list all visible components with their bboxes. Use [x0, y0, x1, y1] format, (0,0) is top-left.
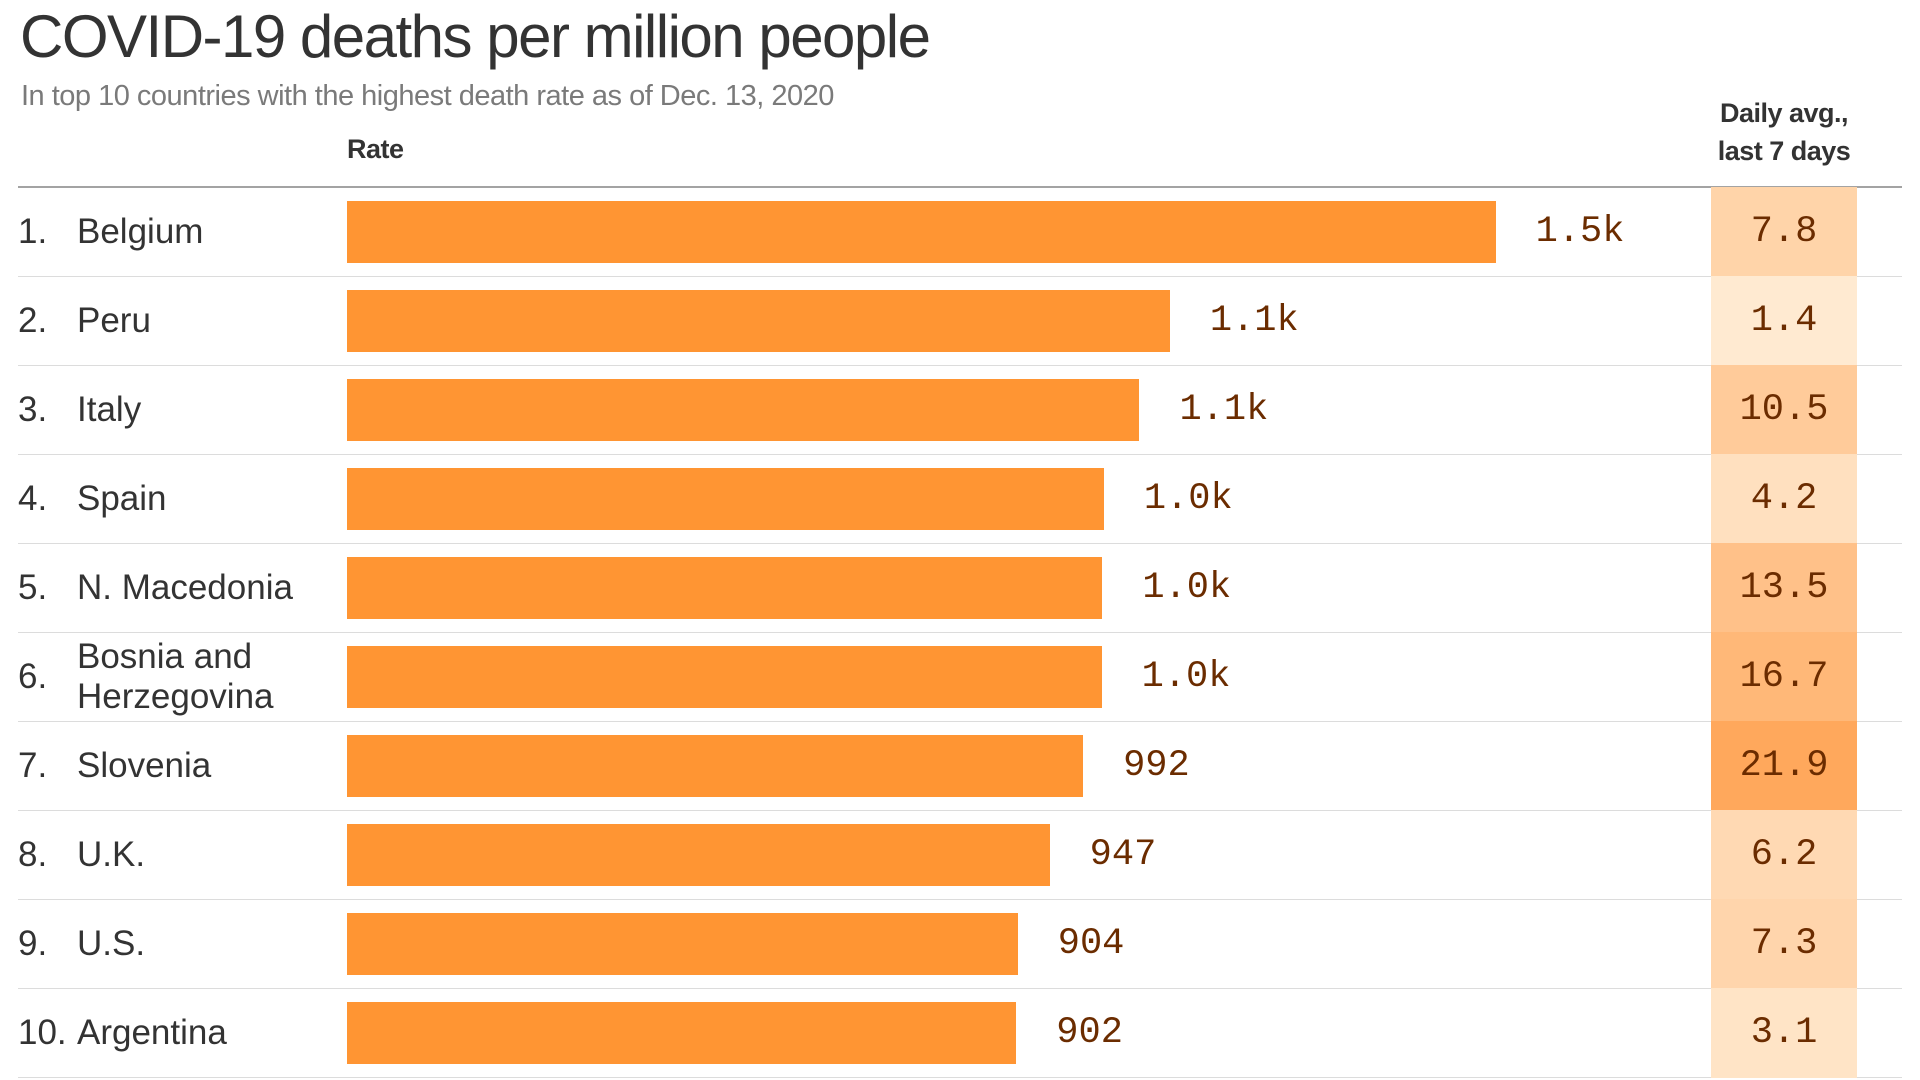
daily-avg-cell: 21.9 — [1711, 721, 1857, 811]
country-label: Spain — [77, 455, 357, 543]
header-divider — [18, 186, 1902, 188]
bar — [347, 1002, 1017, 1064]
bar — [347, 913, 1018, 975]
table-row: 6. Bosnia and Herzegovina 1.0k 16.7 — [18, 632, 1902, 722]
table-row: 4. Spain 1.0k 4.2 — [18, 454, 1902, 544]
value-label: 1.5k — [1535, 211, 1625, 253]
daily-avg-cell: 6.2 — [1711, 810, 1857, 900]
table-row: 8. U.K. 947 6.2 — [18, 810, 1902, 900]
bar — [347, 379, 1140, 441]
chart-rows: 1. Belgium 1.5k 7.8 2. Peru 1.1k 1.4 3. Italy 1.1k… — [0, 187, 1920, 1078]
daily-avg-cell: 7.3 — [1711, 899, 1857, 989]
rank-label: 9. — [18, 924, 48, 963]
value-label: 1.0k — [1143, 478, 1233, 520]
rank-label: 2. — [18, 301, 48, 340]
value-label: 1.1k — [1179, 389, 1269, 431]
rank-label: 6. — [18, 657, 48, 696]
daily-avg-cell: 10.5 — [1711, 365, 1857, 455]
daily-avg-header-text: Daily avg., last 7 days — [1717, 98, 1851, 166]
bar — [347, 646, 1102, 708]
country-name: U.S. — [77, 924, 146, 963]
table-row: 10. Argentina 902 3.1 — [18, 988, 1902, 1078]
table-row: 2. Peru 1.1k 1.4 — [18, 276, 1902, 366]
chart-subtitle: In top 10 countries with the highest dea… — [21, 80, 834, 112]
value-label: 1.0k — [1142, 567, 1232, 609]
bar — [347, 735, 1084, 797]
rank-label: 7. — [18, 746, 48, 785]
rank-label: 5. — [18, 568, 48, 607]
daily-avg-cell: 4.2 — [1711, 454, 1857, 544]
country-name: Bosnia and Herzegovina — [77, 637, 274, 716]
rank-label: 3. — [18, 390, 48, 429]
country-label: Argentina — [77, 989, 357, 1077]
rate-column-header: Rate — [347, 134, 404, 164]
bar — [347, 824, 1050, 886]
table-row: 9. U.S. 904 7.3 — [18, 899, 1902, 989]
country-name: Belgium — [77, 212, 204, 251]
country-label: N. Macedonia — [77, 544, 357, 632]
rank-label: 4. — [18, 479, 48, 518]
country-name: Peru — [77, 301, 151, 340]
table-row: 5. N. Macedonia 1.0k 13.5 — [18, 543, 1902, 633]
daily-avg-cell: 7.8 — [1711, 187, 1857, 277]
value-label: 904 — [1057, 923, 1125, 965]
country-label: Italy — [77, 366, 357, 454]
country-label: Bosnia and Herzegovina — [77, 633, 357, 721]
table-row: 3. Italy 1.1k 10.5 — [18, 365, 1902, 455]
rank-label: 10. — [18, 1013, 67, 1052]
daily-avg-column-header: Daily avg., last 7 days — [1700, 94, 1868, 170]
value-label: 992 — [1123, 745, 1190, 787]
country-label: U.S. — [77, 900, 357, 988]
country-label: Slovenia — [77, 722, 357, 810]
country-name: Spain — [77, 479, 167, 518]
daily-avg-cell: 1.4 — [1711, 276, 1857, 366]
value-label: 1.0k — [1141, 656, 1231, 698]
country-name: U.K. — [77, 835, 146, 874]
bar — [347, 557, 1103, 619]
bar — [347, 201, 1496, 263]
bar — [347, 468, 1104, 530]
daily-avg-cell: 3.1 — [1711, 988, 1857, 1078]
value-label: 1.1k — [1209, 300, 1299, 342]
rank-label: 8. — [18, 835, 48, 874]
chart-title: COVID-19 deaths per million people — [20, 3, 931, 70]
daily-avg-cell: 13.5 — [1711, 543, 1857, 633]
country-label: Peru — [77, 277, 357, 365]
value-label: 902 — [1056, 1012, 1123, 1054]
table-row: 7. Slovenia 992 21.9 — [18, 721, 1902, 811]
daily-avg-cell: 16.7 — [1711, 632, 1857, 722]
table-row: 1. Belgium 1.5k 7.8 — [18, 187, 1902, 277]
country-label: Belgium — [77, 188, 357, 276]
rank-label: 1. — [18, 212, 48, 251]
country-label: U.K. — [77, 811, 357, 899]
bar — [347, 290, 1170, 352]
country-name: N. Macedonia — [77, 568, 293, 607]
country-name: Italy — [77, 390, 142, 429]
country-name: Argentina — [77, 1013, 227, 1052]
country-name: Slovenia — [77, 746, 212, 785]
value-label: 947 — [1089, 834, 1157, 876]
